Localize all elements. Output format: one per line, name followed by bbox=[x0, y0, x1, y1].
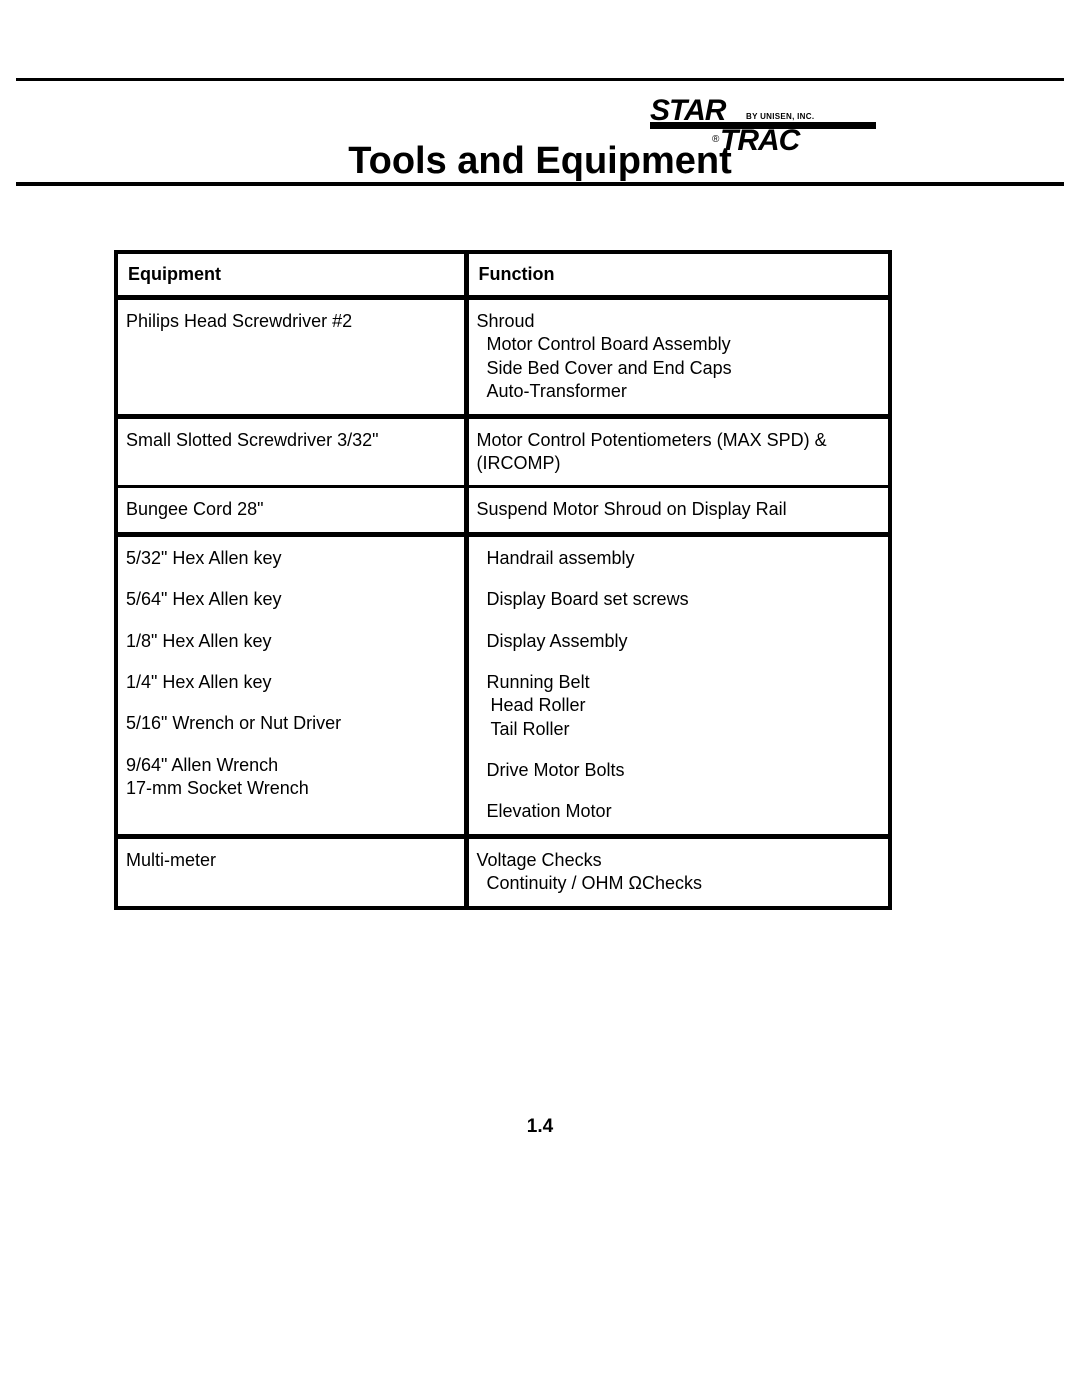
header-rule bbox=[16, 182, 1064, 186]
equipment-text: 5/16" Wrench or Nut Driver bbox=[126, 712, 456, 735]
function-text: Motor Control Board Assembly bbox=[477, 333, 881, 356]
function-text: Handrail assembly bbox=[477, 547, 881, 570]
function-cell: Motor Control Potentiometers (MAX SPD) &… bbox=[466, 416, 888, 487]
function-cell: Voltage ChecksContinuity / OHM ΩChecks bbox=[466, 836, 888, 905]
page-number: 1.4 bbox=[0, 1116, 1080, 1138]
page-title: Tools and Equipment bbox=[0, 140, 1080, 183]
registered-mark-icon: ® bbox=[712, 134, 719, 145]
function-text: Tail Roller bbox=[477, 718, 881, 741]
function-text: Side Bed Cover and End Caps bbox=[477, 357, 881, 380]
function-text: Head Roller bbox=[477, 694, 881, 717]
equipment-text: 1/8" Hex Allen key bbox=[126, 630, 456, 653]
function-text: Shroud bbox=[477, 310, 881, 333]
top-rule bbox=[16, 78, 1064, 81]
function-text: Display Board set screws bbox=[477, 588, 881, 611]
table-row: Multi-meter Voltage ChecksContinuity / OH… bbox=[118, 836, 888, 905]
function-text: Auto-Transformer bbox=[477, 380, 881, 403]
table-row: 5/32" Hex Allen key 5/64" Hex Allen key 1/… bbox=[118, 534, 888, 836]
function-text: Drive Motor Bolts bbox=[477, 759, 881, 782]
equipment-text: 17-mm Socket Wrench bbox=[126, 777, 456, 800]
function-text: Motor Control Potentiometers (MAX SPD) &… bbox=[477, 429, 881, 476]
equipment-cell: 5/32" Hex Allen key 5/64" Hex Allen key 1/… bbox=[118, 534, 466, 836]
equipment-text: 1/4" Hex Allen key bbox=[126, 671, 456, 694]
equipment-cell: Small Slotted Screwdriver 3/32" bbox=[118, 416, 466, 487]
equipment-text: Philips Head Screwdriver #2 bbox=[126, 310, 456, 333]
logo-block: STAR BY UNISEN, INC. ® TRAC bbox=[650, 94, 880, 164]
equipment-text: 9/64" Allen Wrench bbox=[126, 754, 456, 777]
logo-byline: BY UNISEN, INC. bbox=[746, 112, 814, 121]
equipment-cell: Philips Head Screwdriver #2 bbox=[118, 298, 466, 417]
function-text: Suspend Motor Shroud on Display Rail bbox=[477, 498, 881, 521]
function-cell: ShroudMotor Control Board AssemblySide B… bbox=[466, 298, 888, 417]
function-text: Display Assembly bbox=[477, 630, 881, 653]
function-cell: Handrail assembly Display Board set screw… bbox=[466, 534, 888, 836]
table-header-row: Equipment Function bbox=[118, 254, 888, 298]
function-text: Voltage Checks bbox=[477, 849, 881, 872]
column-header-function: Function bbox=[466, 254, 888, 298]
function-cell: Suspend Motor Shroud on Display Rail bbox=[466, 487, 888, 534]
table-row: Small Slotted Screwdriver 3/32" Motor Con… bbox=[118, 416, 888, 487]
column-header-equipment: Equipment bbox=[118, 254, 466, 298]
logo-trac-text: TRAC bbox=[720, 124, 799, 158]
equipment-table: Equipment Function Philips Head Screwdri… bbox=[118, 254, 888, 906]
equipment-cell: Bungee Cord 28" bbox=[118, 487, 466, 534]
equipment-cell: Multi-meter bbox=[118, 836, 466, 905]
equipment-text: Multi-meter bbox=[126, 849, 456, 872]
equipment-text: 5/32" Hex Allen key bbox=[126, 547, 456, 570]
equipment-text: Small Slotted Screwdriver 3/32" bbox=[126, 429, 456, 452]
function-text: Continuity / OHM ΩChecks bbox=[477, 872, 881, 895]
table-row: Bungee Cord 28" Suspend Motor Shroud on D… bbox=[118, 487, 888, 534]
function-text: Elevation Motor bbox=[477, 800, 881, 823]
table-row: Philips Head Screwdriver #2 ShroudMotor C… bbox=[118, 298, 888, 417]
equipment-text: Bungee Cord 28" bbox=[126, 498, 456, 521]
function-text: Running Belt bbox=[477, 671, 881, 694]
equipment-text: 5/64" Hex Allen key bbox=[126, 588, 456, 611]
equipment-table-container: Equipment Function Philips Head Screwdri… bbox=[114, 250, 892, 910]
